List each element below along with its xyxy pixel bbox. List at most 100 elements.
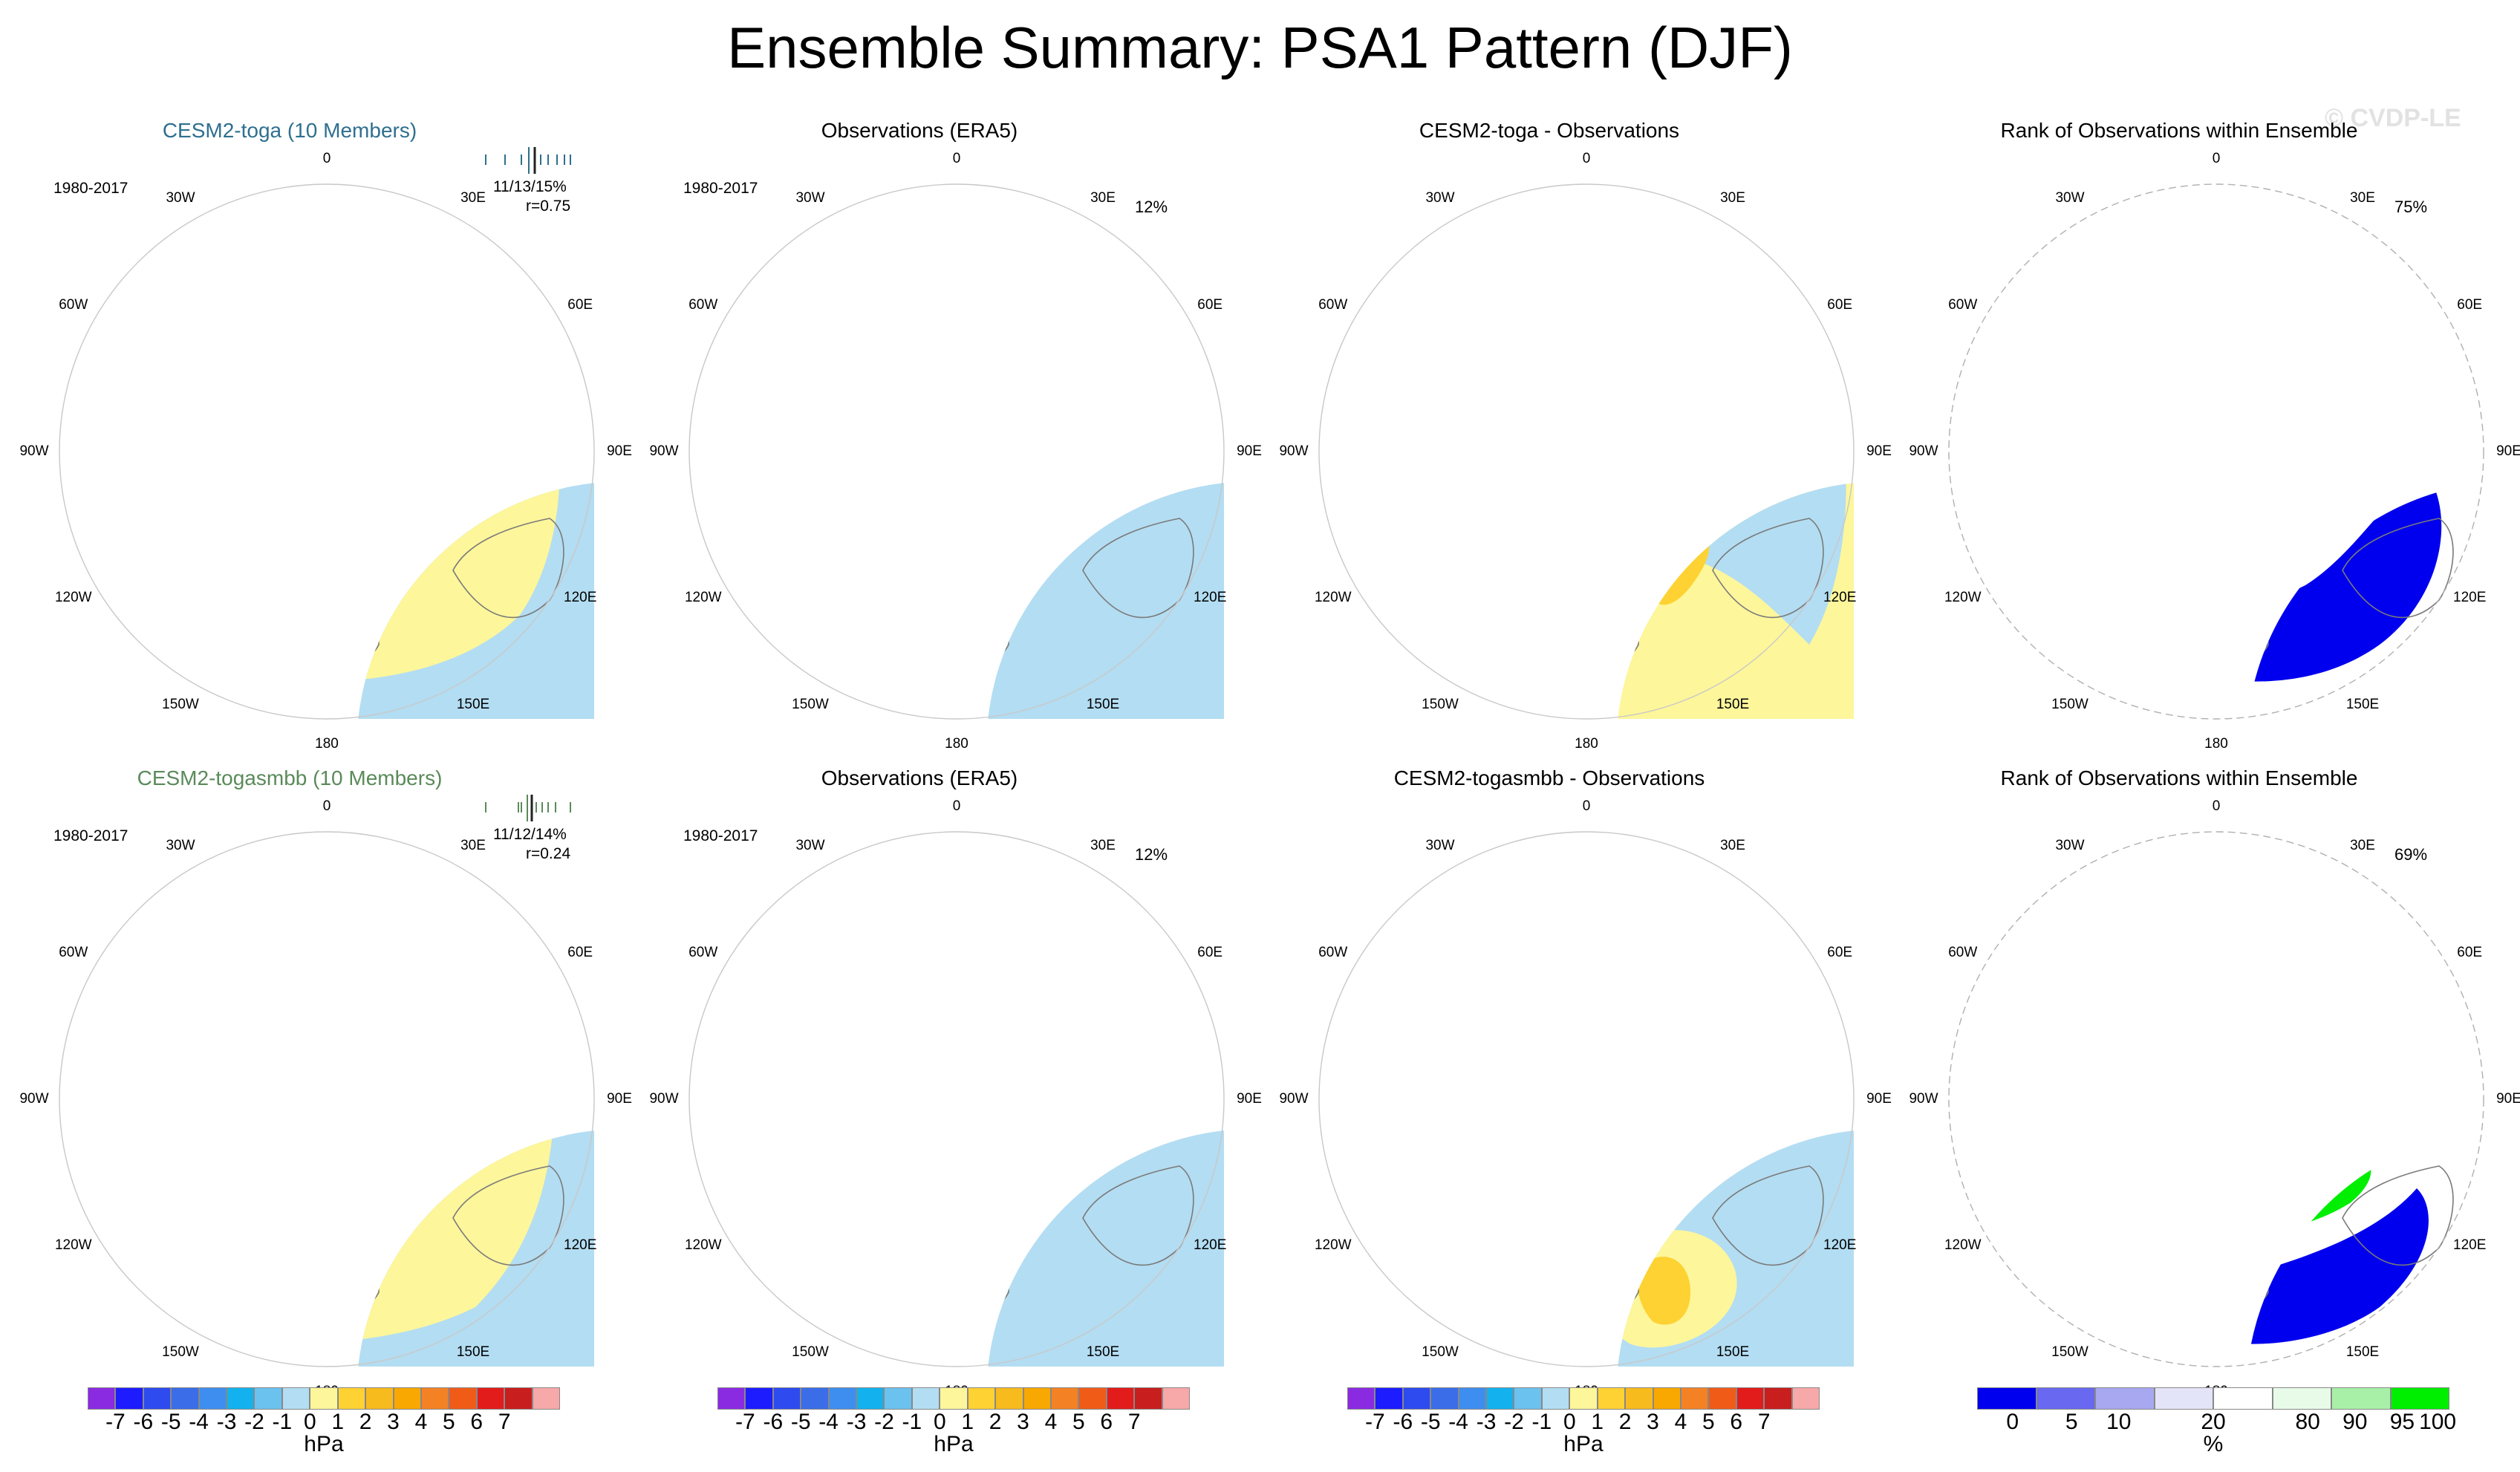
colorbar-tick-label: 0: [933, 1410, 946, 1434]
contour-region: [388, 1129, 477, 1172]
longitude-label: 60E: [2457, 945, 2483, 960]
contour-region: [111, 572, 138, 601]
colorbar-unit: hPa: [1563, 1432, 1604, 1456]
colorbar-tick-label: 80: [2295, 1410, 2320, 1434]
colorbar-tick-label: -6: [1393, 1410, 1413, 1434]
colorbar-swatch: [1625, 1387, 1653, 1410]
colorbar-tick-label: -4: [189, 1410, 209, 1434]
longitude-label: 90W: [1909, 443, 1938, 459]
longitude-label: 60E: [1827, 297, 1853, 313]
period-label: 1980-2017: [683, 180, 758, 197]
contour-region: [1616, 481, 1846, 645]
contour-region: [2050, 438, 2144, 491]
longitude-label: 0: [322, 798, 331, 814]
page-title: Ensemble Summary: PSA1 Pattern (DJF): [727, 15, 1793, 80]
map-boundary: [688, 183, 1225, 720]
antarctica-coastline: [986, 1129, 1022, 1153]
longitude-label: 30W: [795, 189, 825, 206]
longitude-label: 120W: [684, 1237, 722, 1253]
contour-region: [703, 1055, 905, 1358]
contour-region: [2246, 481, 2442, 682]
contour-region: [2342, 910, 2432, 958]
colorbar-swatch: [143, 1387, 172, 1410]
ensemble-stats-label: 11/13/15%: [493, 178, 567, 195]
map-boundary: [1318, 831, 1855, 1367]
new-zealand-coastline: [2246, 626, 2269, 656]
antarctica-coastline: [1616, 1129, 1652, 1153]
colorbar-swatch: [227, 1387, 255, 1410]
percent-variance-label: 12%: [1135, 198, 1168, 216]
longitude-label: 90E: [1237, 1091, 1262, 1107]
longitude-label: 90W: [649, 1091, 679, 1107]
polar-map: [1948, 183, 2484, 720]
colorbar-swatch: [532, 1387, 560, 1410]
colorbar-swatch: [476, 1387, 505, 1410]
colorbar-tick-label: -7: [735, 1410, 755, 1434]
australia-coastline: [1712, 1165, 1824, 1266]
colorbar-swatch: [1050, 1387, 1079, 1410]
colorbar-tick-label: -6: [763, 1410, 784, 1434]
south-america-coastline: [1319, 1045, 1460, 1070]
longitude-label: 90W: [19, 1091, 49, 1107]
contour-region: [761, 414, 905, 608]
contour-region: [924, 303, 1086, 469]
colorbar-swatch: [1736, 1387, 1765, 1410]
longitude-label: 90E: [2496, 443, 2520, 459]
new-zealand-coastline: [356, 626, 380, 656]
contour-region: [1407, 507, 1544, 609]
longitude-label: 90W: [1279, 443, 1309, 459]
antarctica-coastline: [986, 481, 1022, 506]
colorbar-unit: hPa: [934, 1432, 974, 1456]
longitude-label: 120E: [1823, 1237, 1857, 1253]
contour-region: [182, 1130, 346, 1251]
longitude-label: 30E: [2350, 189, 2375, 206]
panel-r2c3: CESM2-togasmbb - Observations 0 30E 60E 90E 1…: [1260, 766, 1891, 1450]
colorbar-tick-label: 3: [1647, 1410, 1659, 1434]
ensemble-spread-ticks: [485, 795, 571, 821]
colorbar-swatch: [365, 1387, 394, 1410]
contour-region: [761, 1061, 905, 1256]
pattern-correlation-label: r=0.75: [526, 198, 571, 215]
field-background: [356, 1129, 594, 1367]
ensemble-spread-ticks: [485, 147, 571, 174]
panel-title: CESM2-toga - Observations: [1419, 119, 1680, 142]
map-boundary: [688, 831, 1225, 1367]
longitude-label: 120E: [564, 590, 597, 605]
colorbar-swatch: [967, 1387, 996, 1410]
contour-region: [356, 481, 560, 682]
colorbar-tick-label: -7: [105, 1410, 126, 1434]
contour-region: [2253, 199, 2304, 257]
contour-region: [2153, 310, 2308, 400]
polar-map: [688, 831, 1225, 1367]
longitude-label: 120E: [2453, 590, 2487, 605]
colorbar-tick-label: -5: [790, 1410, 811, 1434]
polar-map: [688, 183, 1225, 720]
contour-region: [222, 1175, 305, 1228]
percent-variance-label: 75%: [2394, 198, 2428, 216]
longitude-label: 90W: [649, 443, 679, 459]
colorbar-tick-label: 2: [359, 1410, 372, 1434]
colorbar-tick-label: 0: [2006, 1410, 2019, 1434]
longitude-label: 150E: [1086, 697, 1120, 713]
panel-title: Observations (ERA5): [821, 766, 1018, 789]
colorbar-swatch: [1162, 1387, 1190, 1410]
longitude-label: 60W: [1948, 297, 1978, 313]
colorbar-swatch: [1708, 1387, 1736, 1410]
colorbar-tick-label: -5: [1420, 1410, 1441, 1434]
colorbar-tick-label: 0: [1563, 1410, 1576, 1434]
colorbar-tick-label: -3: [846, 1410, 867, 1434]
pattern-correlation-label: r=0.24: [526, 845, 571, 862]
colorbar-swatch: [281, 1387, 310, 1410]
longitude-label: 150W: [2051, 697, 2088, 713]
colorbar-tick-label: 6: [1730, 1410, 1743, 1434]
polar-map: [1948, 831, 2484, 1367]
longitude-label: 150E: [456, 1344, 490, 1361]
colorbar-tick-label: 10: [2106, 1410, 2132, 1434]
new-zealand-coastline: [986, 626, 1009, 656]
colorbar-tick-label: 3: [1017, 1410, 1029, 1434]
contour-region: [356, 1129, 555, 1343]
colorbar-swatch: [2213, 1387, 2273, 1410]
longitude-label: 150E: [456, 697, 490, 713]
longitude-label: 0: [952, 798, 961, 814]
antarctica-coastline: [356, 481, 392, 506]
